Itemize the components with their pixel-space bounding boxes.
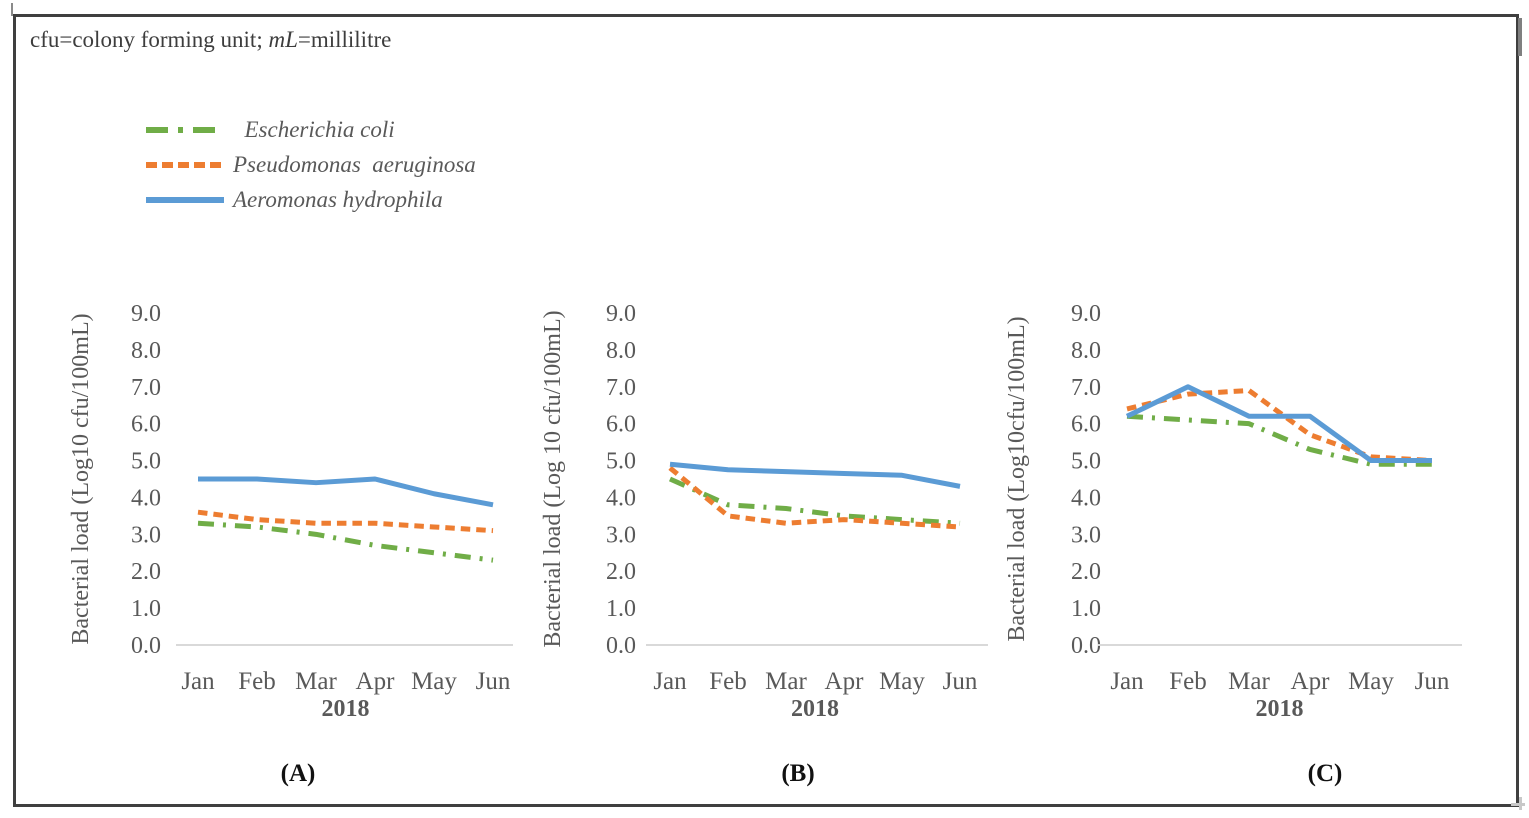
chart-legend: Escherichia coli Pseudomonas aeruginosa Ae…: [145, 112, 476, 217]
y-tick-label: 8.0: [131, 338, 161, 364]
y-tick-label: 1.0: [1071, 596, 1101, 622]
line-chart-panel-b: Bacterial load (Log 10 cfu/100mL) 9.0 8.0 7…: [540, 301, 988, 722]
y-tick-label: 6.0: [606, 412, 636, 438]
selection-handle-right: [1518, 18, 1522, 56]
y-tick-label: 0.0: [1071, 633, 1101, 659]
y-axis-title: Bacterial load (Log10 cfu/100mL): [68, 313, 94, 644]
y-tick-label: 8.0: [606, 338, 636, 364]
x-axis-year-label: 2018: [1256, 696, 1304, 722]
y-tick-label: 1.0: [606, 596, 636, 622]
x-tick-label: Jun: [1415, 668, 1450, 695]
y-tick-label: 6.0: [131, 412, 161, 438]
x-tick-label: Feb: [238, 668, 276, 695]
y-tick-label: 1.0: [131, 596, 161, 622]
x-tick-label: May: [1348, 668, 1394, 695]
x-axis-year-label: 2018: [791, 696, 839, 722]
series-line-escherichia-coli: [1126, 413, 1432, 467]
x-tick-label: Jan: [1110, 668, 1144, 695]
y-tick-label: 7.0: [131, 375, 161, 401]
x-tick-label: May: [411, 668, 457, 695]
legend-item: Aeromonas hydrophila: [145, 182, 476, 217]
note-ml-italic: mL: [268, 27, 298, 52]
y-tick-label: 6.0: [1071, 412, 1101, 438]
legend-line-swatch: [146, 196, 224, 203]
y-tick-label: 5.0: [606, 449, 636, 475]
y-axis-title: Bacterial load (Log 10 cfu/100mL): [540, 310, 566, 647]
abbreviation-note: cfu=colony forming unit; mL=millilitre: [30, 27, 391, 53]
y-tick-label: 8.0: [1071, 338, 1101, 364]
legend-label: Aeromonas hydrophila: [233, 186, 443, 212]
figure-border: [13, 14, 1519, 807]
x-tick-label: Jun: [476, 668, 511, 695]
x-axis-year-label: 2018: [322, 696, 370, 722]
series-line-pseudomonas-aeruginosa: [197, 509, 494, 534]
line-chart-panel-a: Bacterial load (Log10 cfu/100mL) 9.0 8.0 7.…: [68, 301, 513, 722]
selection-handle-bottom-right-2: [1519, 797, 1522, 810]
y-tick-label: 3.0: [1071, 522, 1101, 548]
legend-line-swatch: [146, 126, 224, 133]
series-line-aeromonas-hydrophila: [669, 461, 961, 489]
selection-handle-bottom-right: [1511, 803, 1525, 806]
selection-handle-top-left: [11, 3, 13, 16]
y-tick-label: 0.0: [131, 633, 161, 659]
note-text-2: =millilitre: [297, 27, 392, 52]
y-tick-label: 7.0: [606, 375, 636, 401]
y-tick-label: 5.0: [131, 449, 161, 475]
y-tick-label: 4.0: [131, 485, 161, 511]
note-text: cfu=colony forming unit;: [30, 27, 269, 52]
series-line-aeromonas-hydrophila: [198, 476, 494, 508]
y-tick-label: 9.0: [131, 301, 161, 327]
line-chart-panel-c: Bacterial load (Log10cfu/100mL) 9.0 8.0 7.0…: [1004, 301, 1462, 722]
x-tick-label: May: [879, 668, 925, 695]
y-tick-label: 4.0: [1071, 485, 1101, 511]
x-tick-label: Apr: [1291, 668, 1331, 695]
panel-label-a: (A): [280, 760, 316, 787]
x-tick-label: Apr: [356, 668, 396, 695]
x-tick-label: Jun: [943, 668, 978, 695]
y-tick-label: 3.0: [606, 522, 636, 548]
legend-item: Pseudomonas aeruginosa: [145, 147, 476, 182]
y-tick-label: 2.0: [1071, 559, 1101, 585]
series-line-escherichia-coli: [197, 520, 494, 563]
y-tick-label: 5.0: [1071, 449, 1101, 475]
y-tick-label: 9.0: [606, 301, 636, 327]
legend-label: Escherichia coli: [233, 116, 395, 142]
legend-line-swatch: [146, 161, 224, 168]
y-tick-label: 9.0: [1071, 301, 1101, 327]
y-tick-label: 4.0: [606, 485, 636, 511]
x-tick-label: Mar: [295, 668, 337, 695]
y-tick-label: 0.0: [606, 633, 636, 659]
x-tick-label: Feb: [709, 668, 747, 695]
y-tick-label: 3.0: [131, 522, 161, 548]
x-tick-label: Feb: [1169, 668, 1207, 695]
x-tick-label: Jan: [653, 668, 687, 695]
y-tick-label: 2.0: [606, 559, 636, 585]
x-tick-label: Mar: [765, 668, 807, 695]
y-tick-label: 7.0: [1071, 375, 1101, 401]
series-line-aeromonas-hydrophila: [1125, 384, 1432, 464]
x-tick-label: Jan: [181, 668, 215, 695]
y-axis-title: Bacterial load (Log10cfu/100mL): [1004, 316, 1030, 641]
legend-label: Pseudomonas aeruginosa: [233, 151, 476, 177]
panel-label-b: (B): [781, 760, 815, 787]
y-tick-label: 2.0: [131, 559, 161, 585]
series-line-pseudomonas-aeruginosa: [668, 466, 961, 530]
series-line-pseudomonas-aeruginosa: [1126, 387, 1433, 464]
panel-label-c: (C): [1307, 760, 1343, 787]
legend-item: Escherichia coli: [145, 112, 476, 147]
x-tick-label: Mar: [1228, 668, 1270, 695]
series-line-escherichia-coli: [668, 476, 961, 526]
x-tick-label: Apr: [825, 668, 865, 695]
